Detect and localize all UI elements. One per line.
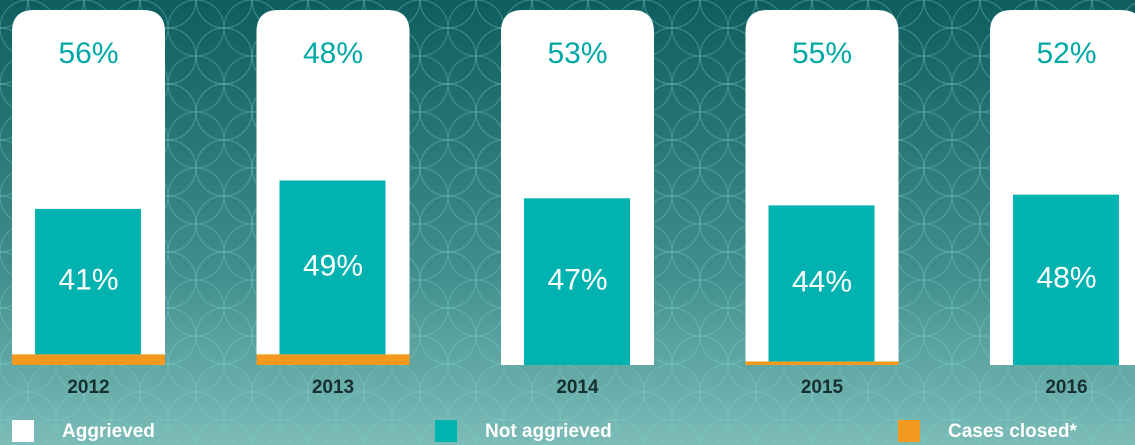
aggrieved-bar bbox=[501, 32, 654, 199]
value-label: 48% bbox=[1036, 262, 1096, 295]
cases-closed-bar bbox=[256, 354, 410, 365]
value-label: 49% bbox=[303, 249, 363, 282]
value-label: 41% bbox=[58, 263, 118, 296]
value-label: 52% bbox=[1036, 37, 1096, 70]
x-tick-label: 2014 bbox=[556, 377, 599, 398]
legend-label: Not aggrieved bbox=[485, 421, 612, 442]
not-aggrieved-bar bbox=[768, 205, 875, 362]
cases-closed-bar bbox=[12, 354, 165, 365]
aggrieved-bar bbox=[12, 32, 165, 209]
value-label: 48% bbox=[303, 37, 363, 70]
legend-label: Aggrieved bbox=[62, 421, 155, 442]
x-tick-label: 2012 bbox=[67, 377, 109, 398]
legend-swatch bbox=[898, 420, 920, 442]
not-aggrieved-bar bbox=[279, 180, 386, 355]
value-label: 55% bbox=[792, 37, 852, 70]
aggrieved-bar bbox=[745, 32, 899, 206]
not-aggrieved-bar bbox=[1013, 194, 1119, 365]
x-tick-label: 2015 bbox=[801, 377, 844, 398]
aggrieved-bar bbox=[256, 32, 410, 181]
value-label: 44% bbox=[792, 265, 852, 298]
not-aggrieved-bar bbox=[524, 198, 630, 365]
not-aggrieved-bar bbox=[35, 208, 141, 355]
x-tick-label: 2013 bbox=[312, 377, 354, 398]
cases-closed-bar bbox=[745, 361, 899, 365]
value-label: 53% bbox=[547, 37, 607, 70]
value-label: 47% bbox=[547, 263, 607, 296]
value-label: 56% bbox=[58, 37, 118, 70]
x-tick-label: 2016 bbox=[1045, 377, 1087, 398]
legend-swatch bbox=[435, 420, 457, 442]
aggrieved-bar bbox=[990, 32, 1135, 195]
legend-label: Cases closed* bbox=[948, 421, 1077, 442]
legend-swatch bbox=[12, 420, 34, 442]
